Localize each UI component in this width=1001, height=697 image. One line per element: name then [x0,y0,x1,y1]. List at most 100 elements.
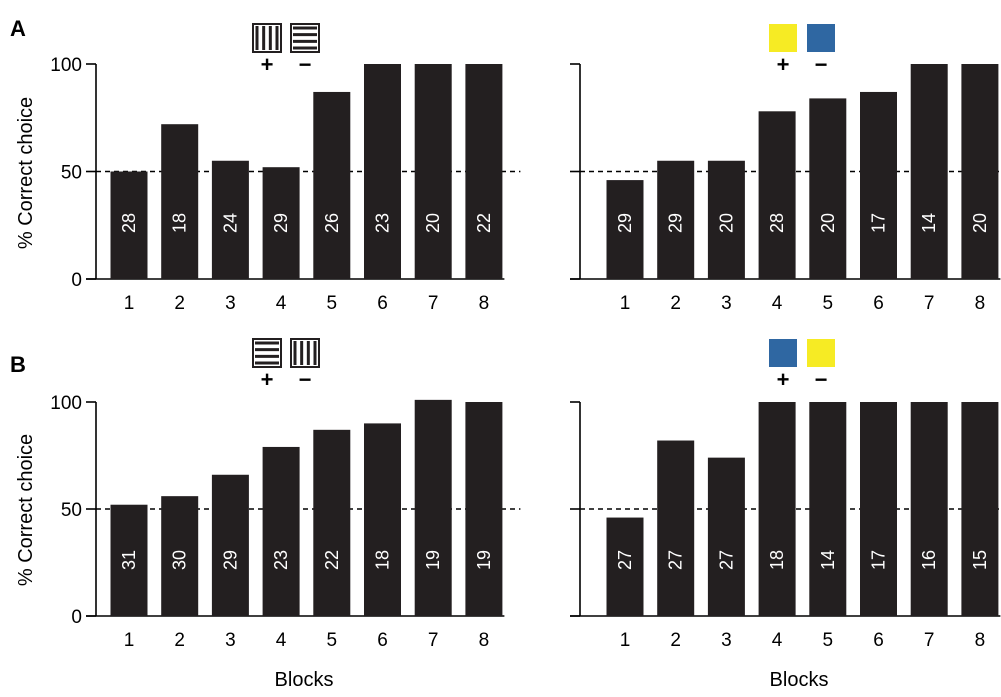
plus-sign: + [777,52,790,77]
bar-4 [758,402,796,616]
grating-horizontal-stimulus-icon [252,338,282,368]
bar-label-8: 19 [474,550,494,570]
y-tick-label-0: 0 [71,607,82,628]
color-stimulus-2 [807,339,835,367]
bar-label-4: 28 [767,213,787,233]
x-axis-label-right: Blocks [770,669,829,691]
panel-label-a: A [10,16,26,41]
bar-3 [211,160,249,279]
bar-2 [161,124,199,279]
bar-7 [414,399,452,616]
grating-horizontal-stimulus-icon [290,23,320,53]
bar-label-2: 27 [666,550,686,570]
x-tick-label-6: 6 [377,293,388,314]
bar-label-8: 22 [474,213,494,233]
bar-label-8: 15 [970,550,990,570]
x-tick-label-8: 8 [479,293,490,314]
bar-5 [809,402,847,616]
grating-vertical-stimulus-icon [290,338,320,368]
plus-sign: + [261,367,274,392]
x-tick-label-6: 6 [873,293,884,314]
bar-3 [707,160,745,279]
x-tick-label-8: 8 [975,293,986,314]
bar-6 [364,423,401,616]
bar-4 [262,446,300,616]
y-axis-label-a: % Correct choice [15,97,37,249]
bar-label-1: 28 [119,213,139,233]
bar-2 [657,440,695,616]
x-tick-label-3: 3 [721,293,732,314]
chart-panel-3: 0 50 100 31 1 30 2 29 3 23 4 22 5 18 6 19 7 19 8 + − [50,338,521,651]
bar-label-1: 29 [615,213,635,233]
chart-panel-4: 27 1 27 2 27 3 18 4 14 5 17 6 16 7 15 8 + − [570,339,1001,651]
bar-1 [606,180,644,279]
bar-5 [313,429,351,616]
color-stimulus-1 [769,24,797,52]
bar-label-7: 16 [919,550,939,570]
bar-label-6: 17 [869,550,889,570]
bar-label-2: 30 [170,550,190,570]
minus-sign: − [815,52,828,77]
x-tick-label-1: 1 [124,630,135,651]
bar-6 [860,91,897,279]
bar-label-1: 27 [615,550,635,570]
x-tick-label-6: 6 [873,630,884,651]
bar-2 [657,160,695,279]
x-tick-label-2: 2 [174,293,185,314]
bar-8 [961,64,999,279]
x-tick-label-3: 3 [225,293,236,314]
x-tick-label-2: 2 [174,630,185,651]
x-tick-label-5: 5 [823,630,834,651]
bar-label-4: 23 [271,550,291,570]
x-tick-label-2: 2 [670,630,681,651]
color-stimulus-1 [769,339,797,367]
bar-8 [465,402,503,616]
bar-7 [414,64,452,279]
bar-5 [809,98,847,280]
x-axis-label-left: Blocks [275,669,334,691]
bar-label-4: 29 [271,213,291,233]
plus-sign: + [777,367,790,392]
bar-8 [465,64,503,279]
x-tick-label-4: 4 [772,293,783,314]
bar-3 [211,474,249,616]
bar-label-2: 29 [666,213,686,233]
bar-label-3: 24 [220,213,240,233]
x-tick-label-4: 4 [276,293,287,314]
x-tick-label-7: 7 [428,630,439,651]
bar-3 [707,457,745,616]
minus-sign: − [815,367,828,392]
color-stimulus-2 [807,24,835,52]
bar-label-8: 20 [970,213,990,233]
bar-label-5: 20 [818,213,838,233]
bar-label-6: 23 [373,213,393,233]
bar-7 [910,64,948,279]
bar-label-1: 31 [119,550,139,570]
bar-8 [961,402,999,616]
bar-1 [110,504,148,616]
bar-label-4: 18 [767,550,787,570]
grating-vertical-stimulus-icon [252,23,282,53]
minus-sign: − [299,367,312,392]
x-tick-label-8: 8 [975,630,986,651]
x-tick-label-7: 7 [924,293,935,314]
bar-label-3: 29 [220,550,240,570]
x-tick-label-1: 1 [124,293,135,314]
bar-label-6: 17 [869,213,889,233]
x-tick-label-7: 7 [428,293,439,314]
bar-6 [860,402,897,616]
bar-label-5: 14 [818,550,838,570]
x-tick-label-5: 5 [327,630,338,651]
bar-label-6: 18 [373,550,393,570]
bar-label-3: 20 [716,213,736,233]
bar-5 [313,91,351,279]
x-tick-label-4: 4 [276,630,287,651]
x-tick-label-1: 1 [620,630,631,651]
bar-label-7: 20 [423,213,443,233]
y-tick-label-2: 100 [50,393,82,414]
bar-1 [606,517,644,616]
bar-1 [110,171,148,279]
panel-label-b: B [10,352,26,377]
